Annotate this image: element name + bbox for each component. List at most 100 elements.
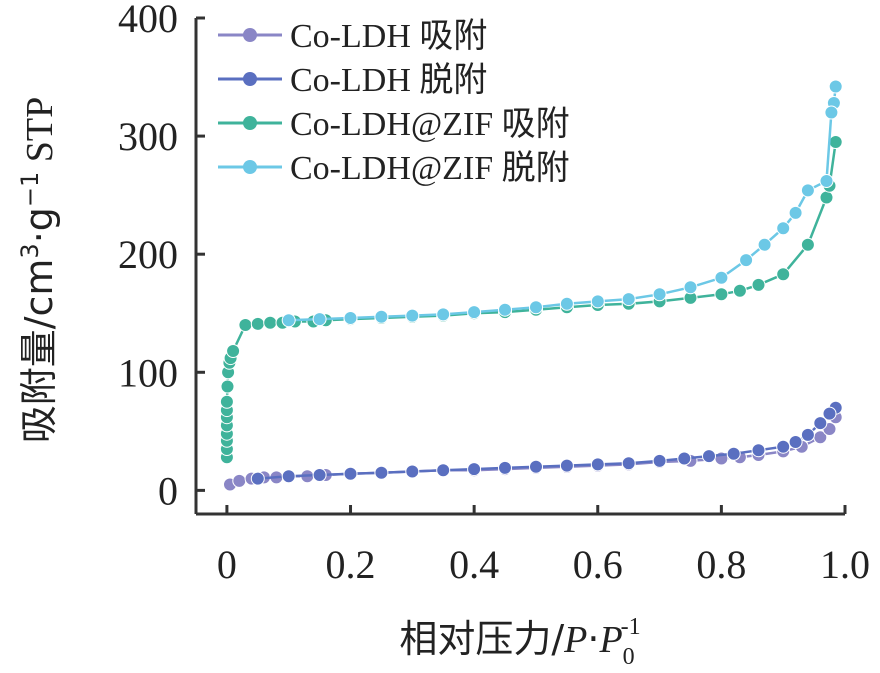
data-point bbox=[751, 277, 766, 292]
y-tick-label: 400 bbox=[118, 0, 178, 41]
data-point bbox=[467, 462, 482, 477]
legend: Co-LDH 吸附 Co-LDH 脱附 Co-LDH@ZIF 吸附 Co-LDH@ZI… bbox=[218, 18, 570, 187]
data-point bbox=[436, 307, 451, 322]
data-point bbox=[652, 287, 667, 302]
series-2 bbox=[250, 400, 843, 486]
data-point bbox=[343, 466, 358, 481]
data-point bbox=[677, 451, 692, 466]
x-tick-label: 1.0 bbox=[820, 542, 870, 587]
legend-label: Co-LDH 吸附 bbox=[290, 18, 487, 55]
data-point bbox=[828, 135, 843, 149]
data-point bbox=[732, 283, 747, 298]
x-tick-label: 0.8 bbox=[696, 542, 746, 587]
series-line bbox=[225, 141, 837, 458]
legend-swatch-marker bbox=[243, 116, 257, 130]
x-axis-title-p1: P bbox=[563, 619, 587, 661]
data-point bbox=[498, 460, 512, 475]
data-point bbox=[590, 294, 605, 309]
data-point bbox=[559, 458, 574, 473]
data-point bbox=[776, 221, 791, 236]
data-point bbox=[559, 296, 574, 311]
data-point bbox=[312, 312, 327, 327]
y-axis-title-tail: STP bbox=[19, 97, 61, 172]
data-point bbox=[529, 459, 543, 474]
legend-swatch-marker bbox=[243, 160, 257, 174]
x-axis-title-sup: -1 bbox=[621, 614, 641, 640]
data-point bbox=[813, 416, 828, 431]
legend-item: Co-LDH@ZIF 脱附 bbox=[218, 149, 570, 187]
data-point bbox=[822, 406, 837, 421]
data-point bbox=[776, 439, 791, 454]
data-point bbox=[343, 311, 358, 325]
legend-item: Co-LDH 吸附 bbox=[218, 18, 487, 55]
data-point bbox=[226, 344, 241, 358]
data-point bbox=[776, 267, 791, 282]
data-point bbox=[312, 468, 327, 482]
data-point bbox=[788, 205, 803, 220]
y-axis-title: 吸附量/cm3·g−1 STP bbox=[16, 97, 61, 444]
axis-ticks: 0 0.2 0.4 0.6 0.8 1.0 0 100 200 300 400 bbox=[118, 0, 870, 587]
data-point bbox=[281, 313, 296, 328]
data-point bbox=[467, 305, 482, 320]
data-point bbox=[405, 464, 420, 479]
x-axis-title-dot: · bbox=[587, 617, 599, 661]
data-point bbox=[621, 456, 636, 471]
data-point bbox=[757, 237, 772, 252]
data-point bbox=[498, 302, 512, 317]
y-tick-label: 100 bbox=[118, 350, 178, 395]
data-point bbox=[714, 287, 729, 302]
data-point bbox=[819, 190, 834, 205]
legend-swatch-marker bbox=[243, 72, 257, 86]
data-point bbox=[621, 292, 636, 307]
data-point bbox=[800, 427, 815, 442]
legend-label: Co-LDH@ZIF 脱附 bbox=[290, 149, 570, 187]
y-tick-label: 200 bbox=[118, 232, 178, 277]
data-point bbox=[739, 253, 754, 268]
series-4 bbox=[281, 79, 843, 328]
data-point bbox=[828, 79, 843, 94]
legend-label: Co-LDH@ZIF 吸附 bbox=[290, 106, 570, 143]
x-tick-label: 0.2 bbox=[326, 542, 376, 587]
y-axis-title-mid: ·g bbox=[17, 207, 61, 243]
data-point bbox=[800, 237, 815, 252]
data-point bbox=[788, 435, 803, 449]
data-point bbox=[702, 449, 716, 464]
x-tick-label: 0.6 bbox=[573, 542, 623, 587]
data-point bbox=[652, 453, 667, 468]
data-point bbox=[220, 379, 235, 394]
x-axis-title: 相对压力/P·P0-1 bbox=[399, 614, 640, 670]
data-point bbox=[800, 183, 815, 198]
data-point bbox=[219, 394, 234, 409]
data-point bbox=[751, 443, 766, 458]
legend-swatch-marker bbox=[243, 28, 257, 42]
data-point bbox=[714, 270, 729, 285]
data-point bbox=[824, 105, 839, 120]
data-point bbox=[232, 473, 247, 488]
data-point bbox=[250, 316, 265, 331]
series-layer bbox=[219, 79, 843, 492]
y-axis-title-sup1: 3 bbox=[16, 243, 44, 258]
legend-item: Co-LDH 脱附 bbox=[218, 61, 487, 99]
data-point bbox=[683, 280, 698, 295]
data-point bbox=[529, 300, 543, 315]
data-point bbox=[590, 457, 605, 472]
x-tick-label: 0 bbox=[217, 542, 237, 587]
data-point bbox=[263, 315, 278, 330]
data-point bbox=[436, 463, 451, 478]
y-axis-title-main: 吸附量/cm bbox=[17, 259, 61, 444]
y-axis-title-sup2: −1 bbox=[16, 172, 44, 207]
data-point bbox=[374, 309, 389, 324]
y-tick-label: 300 bbox=[118, 114, 178, 159]
legend-label: Co-LDH 脱附 bbox=[290, 61, 487, 99]
data-point bbox=[819, 174, 834, 188]
data-point bbox=[726, 446, 741, 461]
data-point bbox=[250, 471, 265, 486]
x-axis-title-main: 相对压力/ bbox=[399, 617, 564, 661]
data-point bbox=[405, 308, 420, 323]
legend-item: Co-LDH@ZIF 吸附 bbox=[218, 106, 570, 143]
data-point bbox=[374, 465, 389, 480]
data-point bbox=[281, 469, 296, 484]
y-tick-label: 0 bbox=[158, 468, 178, 513]
x-axis-title-sub: 0 bbox=[623, 644, 635, 670]
data-point bbox=[238, 318, 253, 332]
